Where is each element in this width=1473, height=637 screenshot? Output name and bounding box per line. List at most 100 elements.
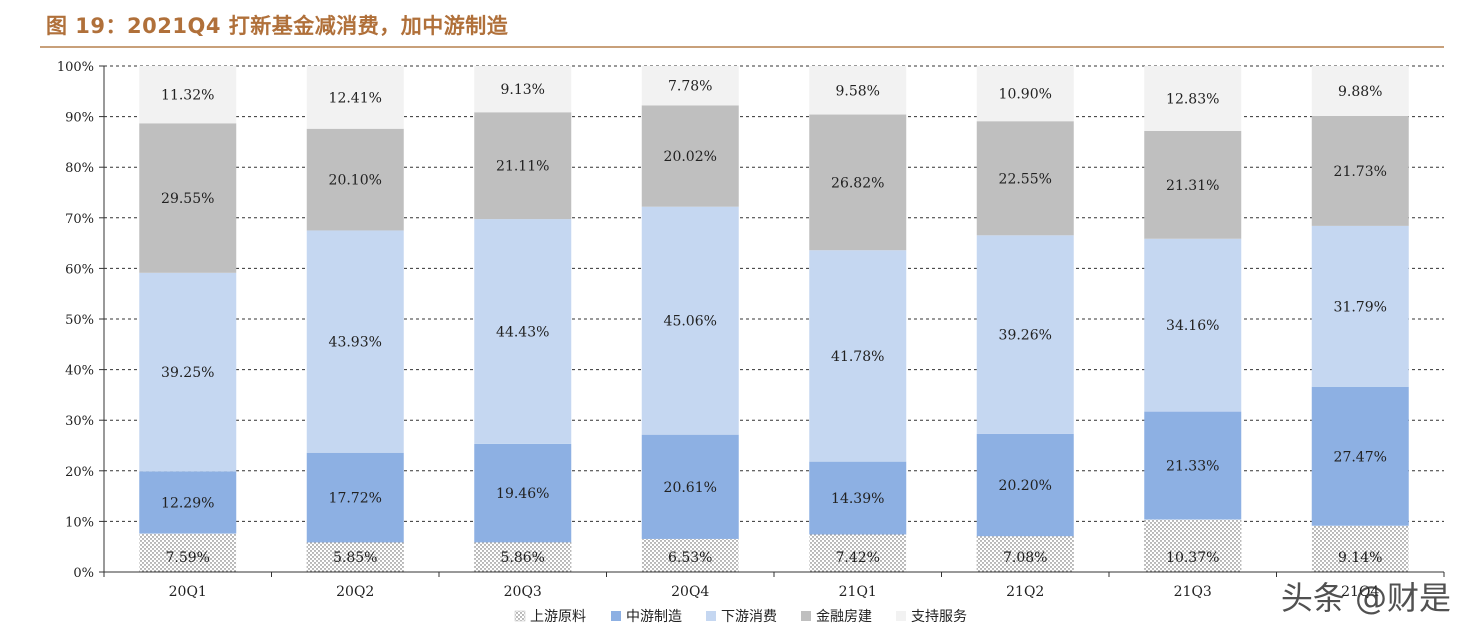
legend-swatch <box>801 611 811 621</box>
bar-segment <box>809 461 907 535</box>
bar-segment <box>641 66 739 106</box>
data-label: 41.78% <box>831 349 884 365</box>
figure-title: 图 19：2021Q4 打新基金减消费，加中游制造 <box>46 14 509 38</box>
bar-segment <box>809 114 907 251</box>
bar-segment <box>1144 238 1242 412</box>
data-label: 7.78% <box>668 79 712 95</box>
data-label: 5.86% <box>501 550 545 566</box>
legend-label: 支持服务 <box>911 609 967 625</box>
data-label: 20.02% <box>664 149 717 165</box>
data-label: 9.88% <box>1338 84 1382 100</box>
data-label: 17.72% <box>329 491 382 507</box>
data-label: 5.85% <box>333 550 377 566</box>
x-tick-label: 20Q2 <box>336 584 374 600</box>
bar-segment <box>1144 130 1242 239</box>
bar-segment <box>139 66 237 124</box>
bar-segment <box>1311 525 1409 572</box>
bar-segment <box>976 536 1074 572</box>
bar-segment <box>474 219 572 444</box>
data-label: 10.90% <box>999 87 1052 103</box>
y-tick-label: 50% <box>65 313 94 328</box>
data-label: 21.11% <box>496 159 549 175</box>
bar-segment <box>1311 66 1409 116</box>
bar-segment <box>1144 66 1242 131</box>
bar-segment <box>641 538 739 572</box>
bar-segment <box>976 433 1074 537</box>
data-label: 9.58% <box>836 83 880 99</box>
bar-segment <box>306 542 404 572</box>
data-label: 9.13% <box>501 82 545 98</box>
y-tick-label: 60% <box>65 262 94 277</box>
bar-segment <box>1311 386 1409 526</box>
y-tick-label: 40% <box>65 364 94 379</box>
data-label: 11.32% <box>161 88 214 104</box>
data-label: 21.73% <box>1334 164 1387 180</box>
data-label: 7.42% <box>836 550 880 566</box>
legend-label: 中游制造 <box>626 609 682 625</box>
bar-segment <box>474 66 572 113</box>
data-label: 10.37% <box>1166 550 1219 566</box>
y-tick-label: 90% <box>65 111 94 126</box>
bar-segment <box>1144 411 1242 520</box>
y-tick-label: 30% <box>65 414 94 429</box>
data-label: 12.29% <box>161 496 214 512</box>
data-label: 20.61% <box>664 480 717 496</box>
data-label: 19.46% <box>496 486 549 502</box>
data-label: 14.39% <box>831 491 884 507</box>
y-tick-label: 10% <box>65 515 94 530</box>
bar-segment <box>809 250 907 462</box>
data-label: 12.41% <box>329 90 382 106</box>
bar-segment <box>306 230 404 453</box>
x-tick-label: 21Q4 <box>1341 584 1379 600</box>
y-tick-label: 100% <box>57 60 94 75</box>
data-label: 6.53% <box>668 550 712 566</box>
bar-segment <box>474 542 572 572</box>
bar-segment <box>306 452 404 543</box>
bar-segment <box>1311 225 1409 387</box>
legend-label: 下游消费 <box>721 609 777 625</box>
data-label: 39.25% <box>161 365 214 381</box>
data-label: 12.83% <box>1166 91 1219 107</box>
bar-segment <box>809 534 907 572</box>
data-label: 27.47% <box>1334 449 1387 465</box>
x-tick-label: 21Q1 <box>839 584 877 600</box>
x-tick-label: 20Q3 <box>504 584 542 600</box>
y-tick-label: 80% <box>65 161 94 176</box>
legend-swatch <box>611 611 621 621</box>
data-label: 20.10% <box>329 173 382 189</box>
x-tick-label: 21Q3 <box>1174 584 1212 600</box>
title-divider <box>40 46 1444 48</box>
data-label: 29.55% <box>161 191 214 207</box>
data-label: 20.20% <box>999 478 1052 494</box>
bar-segment <box>976 235 1074 434</box>
data-label: 43.93% <box>329 335 382 351</box>
data-label: 45.06% <box>664 314 717 330</box>
bar-segment <box>139 471 237 534</box>
data-label: 34.16% <box>1166 318 1219 334</box>
legend-swatch <box>896 611 906 621</box>
data-label: 21.33% <box>1166 459 1219 475</box>
data-label: 39.26% <box>999 328 1052 344</box>
bar-segment <box>139 123 237 273</box>
data-label: 9.14% <box>1338 550 1382 566</box>
y-tick-label: 20% <box>65 465 94 480</box>
data-label: 26.82% <box>831 175 884 191</box>
bar-segment <box>976 121 1074 236</box>
data-label: 22.55% <box>999 171 1052 187</box>
bar-segment <box>306 128 404 231</box>
data-label: 44.43% <box>496 324 549 340</box>
bar-segment <box>641 105 739 207</box>
data-label: 7.08% <box>1003 550 1047 566</box>
bar-segment <box>1144 519 1242 572</box>
x-tick-label: 20Q4 <box>671 584 709 600</box>
bar-segment <box>474 112 572 220</box>
x-tick-label: 21Q2 <box>1006 584 1044 600</box>
bar-segment <box>976 66 1074 122</box>
bar-segment <box>1311 115 1409 226</box>
bar-segment <box>809 66 907 115</box>
data-label: 7.59% <box>166 550 210 566</box>
y-tick-label: 70% <box>65 212 94 227</box>
data-label: 31.79% <box>1334 299 1387 315</box>
legend-swatch <box>514 610 526 622</box>
